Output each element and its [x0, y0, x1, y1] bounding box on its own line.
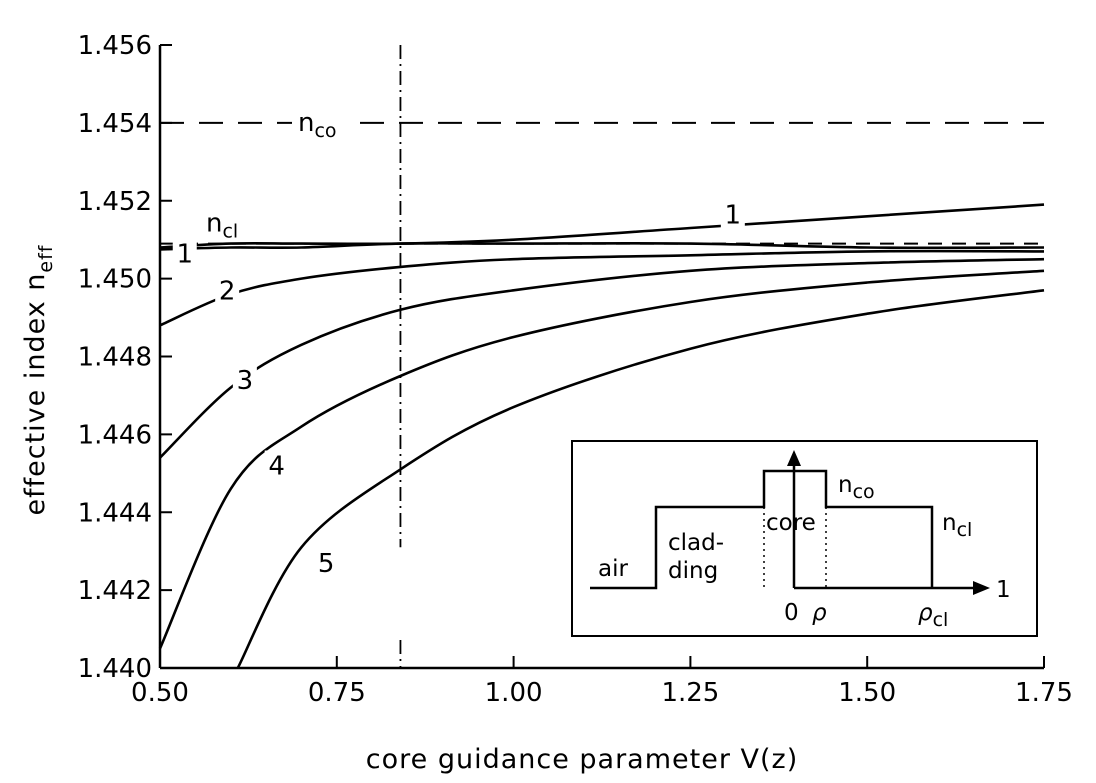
nco-sub: co — [314, 120, 336, 142]
series-label-bg — [264, 450, 289, 481]
y-tick-label: 1.440 — [78, 654, 152, 684]
series-5-line — [158, 269, 1045, 650]
x-tick-label: 1.00 — [485, 678, 543, 708]
series-6-label: 5 — [318, 549, 335, 579]
x-tick-label: 0.50 — [131, 678, 189, 708]
series-label-bg — [314, 547, 339, 578]
series-5-label: 4 — [268, 452, 285, 482]
inset-zero-label: 0 — [784, 600, 799, 626]
nco-base: n — [298, 108, 314, 138]
x-tick-label: 1.50 — [838, 678, 896, 708]
y-tick-label: 1.448 — [78, 343, 152, 373]
y-axis-label-main: effective index n — [20, 273, 51, 516]
y-tick-label: 1.444 — [78, 498, 152, 528]
inset-nco-label: nco — [838, 472, 875, 503]
x-tick-label: 1.25 — [661, 678, 719, 708]
ncl-base: n — [206, 209, 222, 239]
inset-frame — [571, 440, 1038, 637]
y-axis-label-sub: eff — [35, 244, 57, 272]
inset-ncl-sub: cl — [957, 519, 973, 541]
series-label-bg — [215, 275, 240, 306]
series-3-label: 2 — [219, 276, 236, 306]
index-profile-inset: air clad- ding core nco ncl 0 ρ ρcl 1 — [571, 440, 1038, 637]
x-axis-label: core guidance parameter V(z) — [366, 744, 799, 775]
inset-one-label: 1 — [996, 577, 1011, 603]
y-tick-label: 1.454 — [78, 109, 152, 139]
series-4-label: 3 — [237, 366, 254, 396]
series-1-line — [159, 203, 1045, 249]
inset-vertical-arrowhead — [787, 450, 801, 466]
axes: 1.440 1.442 1.444 1.446 1.448 1.450 1.452 1.454… — [78, 31, 1073, 708]
x-tick-label: 1.75 — [1015, 678, 1073, 708]
y-tick-label: 1.442 — [78, 576, 152, 606]
series-label-bg — [232, 364, 257, 395]
inset-rhocl-sub: cl — [933, 609, 949, 631]
inset-rhocl-base: ρ — [918, 600, 933, 626]
series-label-bg — [720, 199, 745, 230]
inset-cladding-label-1: clad- — [668, 530, 724, 556]
ncl-line-label: ncl — [206, 209, 238, 243]
y-axis-label: effective index neff — [20, 244, 57, 515]
inset-core-label: core — [766, 510, 816, 536]
inset-nco-sub: co — [853, 481, 875, 503]
nco-line-label: nco — [298, 108, 337, 142]
series-6-line — [236, 289, 1045, 669]
inset-ncl-base: n — [942, 510, 957, 536]
series-1-label: 1 — [725, 200, 742, 230]
inset-cladding-label-2: ding — [668, 558, 718, 584]
inset-air-label: air — [598, 556, 628, 582]
inset-horizontal-arrowhead — [973, 581, 990, 595]
inset-nco-base: n — [838, 472, 853, 498]
y-tick-label: 1.452 — [78, 187, 152, 217]
inset-ncl-label: ncl — [942, 510, 972, 541]
series-4-line — [159, 257, 1045, 459]
profile-line — [590, 469, 934, 590]
series-label-bg — [172, 238, 197, 269]
series-2-label: 1 — [176, 239, 193, 269]
y-tick-label: 1.456 — [78, 31, 152, 61]
x-tick-label: 0.75 — [308, 678, 366, 708]
series-3-line — [159, 249, 1045, 327]
y-tick-label: 1.450 — [78, 265, 152, 295]
y-tick-label: 1.446 — [78, 420, 152, 450]
ncl-sub: cl — [222, 221, 238, 243]
inset-rhocl-label: ρcl — [918, 600, 948, 631]
inset-rho-label: ρ — [812, 600, 827, 626]
series-2-line — [159, 241, 1045, 251]
